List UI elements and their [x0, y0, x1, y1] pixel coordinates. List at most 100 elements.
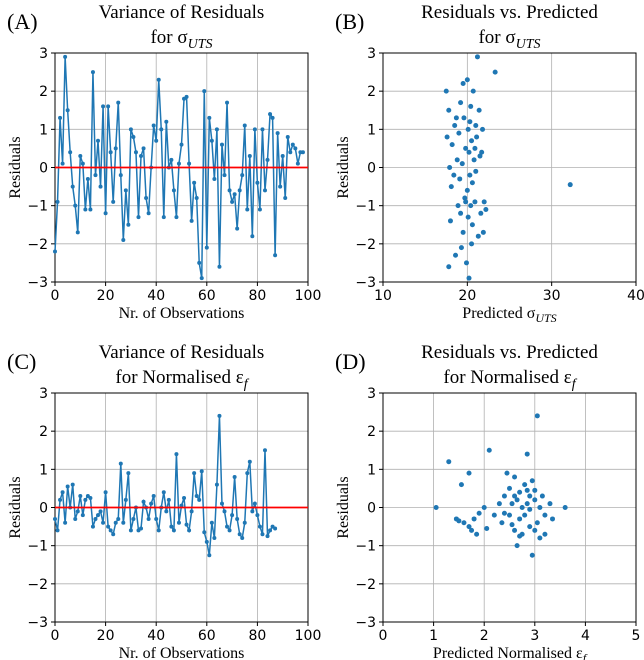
data-point: [270, 115, 275, 120]
scatter-point: [472, 145, 478, 151]
y-tick-label: −1: [27, 539, 48, 555]
scatter-point: [469, 527, 475, 533]
data-point: [55, 199, 60, 204]
data-point: [283, 196, 288, 201]
scatter-point: [519, 505, 525, 510]
y-tick-label: −2: [27, 237, 48, 253]
data-point: [197, 260, 202, 265]
data-point: [171, 188, 176, 193]
data-point: [169, 157, 174, 162]
scatter-point: [501, 510, 507, 516]
title-line: Variance of Residuals: [99, 342, 265, 363]
data-point: [83, 207, 88, 212]
scatter-point: [462, 195, 468, 201]
data-point: [252, 501, 257, 506]
y-tick-label: 3: [39, 46, 48, 62]
data-point: [187, 528, 192, 533]
data-point: [179, 142, 184, 147]
data-point: [70, 184, 75, 189]
data-point: [146, 516, 151, 521]
data-point: [225, 100, 230, 105]
data-point: [219, 501, 224, 506]
data-point: [123, 188, 128, 193]
data-point: [154, 138, 159, 143]
data-point: [192, 471, 197, 476]
data-point: [171, 528, 176, 533]
x-axis-label: Predicted σUTS: [462, 305, 556, 325]
scatter-point: [534, 520, 540, 526]
data-point: [101, 520, 106, 525]
data-point: [93, 173, 98, 178]
scatter-point: [447, 218, 453, 224]
data-point: [151, 123, 156, 128]
data-point: [273, 253, 278, 258]
data-point: [222, 173, 227, 178]
data-point: [179, 503, 184, 508]
data-point: [166, 497, 171, 502]
y-tick-label: 1: [39, 462, 48, 478]
data-point: [60, 490, 65, 495]
scatter-point: [446, 107, 452, 113]
title-subscript: f: [572, 377, 578, 392]
scatter-point: [480, 229, 486, 235]
scatter-point: [475, 233, 481, 239]
data-point: [262, 448, 267, 453]
data-point: [116, 516, 121, 521]
scatter-point: [537, 505, 543, 510]
data-point: [121, 238, 126, 243]
panel-label: (C): [7, 349, 36, 374]
x-tick-label: 20: [97, 628, 115, 644]
x-axis-subscript: f: [583, 651, 588, 660]
x-axis-label: Nr. of Observations: [119, 305, 245, 322]
scatter-point: [461, 520, 467, 526]
x-tick-label: 40: [147, 628, 165, 644]
data-point: [63, 520, 68, 525]
data-point: [85, 176, 90, 181]
title-line: for Normalised εf: [115, 367, 249, 392]
y-tick-label: 2: [39, 84, 48, 100]
data-point: [53, 516, 57, 521]
y-tick-label: 0: [39, 501, 48, 517]
data-point: [73, 516, 78, 521]
data-point: [252, 127, 257, 132]
data-point: [136, 215, 141, 220]
scatter-point: [512, 493, 518, 499]
scatter-point: [476, 107, 482, 113]
data-point: [242, 520, 247, 525]
data-point: [265, 534, 270, 539]
data-point: [128, 528, 133, 533]
scatter-point: [527, 493, 533, 499]
scatter-point: [481, 199, 487, 205]
data-point: [139, 526, 144, 531]
y-tick-label: 3: [367, 386, 376, 402]
panel: (D) Residuals vs. Predicted for Normalised…: [335, 342, 640, 660]
scatter-point: [514, 497, 520, 503]
data-point: [230, 199, 235, 204]
data-point: [106, 104, 111, 109]
data-point: [118, 173, 123, 178]
data-point: [159, 127, 164, 132]
data-point: [131, 134, 136, 139]
data-point: [237, 532, 242, 537]
y-tick-label: −2: [27, 577, 48, 593]
data-point: [207, 553, 212, 558]
scatter-point: [522, 482, 528, 488]
data-point: [65, 484, 70, 489]
scatter-point: [517, 489, 523, 495]
y-tick-label: 1: [367, 462, 376, 478]
x-tick-label: 0: [379, 628, 388, 644]
y-tick-label: 0: [39, 161, 48, 177]
data-point: [202, 530, 207, 535]
data-point: [78, 494, 83, 499]
x-tick-label: 100: [295, 628, 322, 644]
data-point: [149, 501, 154, 506]
scatter-point: [458, 245, 464, 251]
scatter-point: [562, 505, 568, 510]
y-tick-label: −2: [355, 577, 376, 593]
x-tick-label: 20: [458, 288, 476, 304]
x-tick-label: 3: [530, 628, 539, 644]
title-text: for σ: [478, 27, 515, 48]
data-point: [65, 108, 70, 113]
data-point: [103, 490, 108, 495]
data-point: [55, 528, 60, 533]
